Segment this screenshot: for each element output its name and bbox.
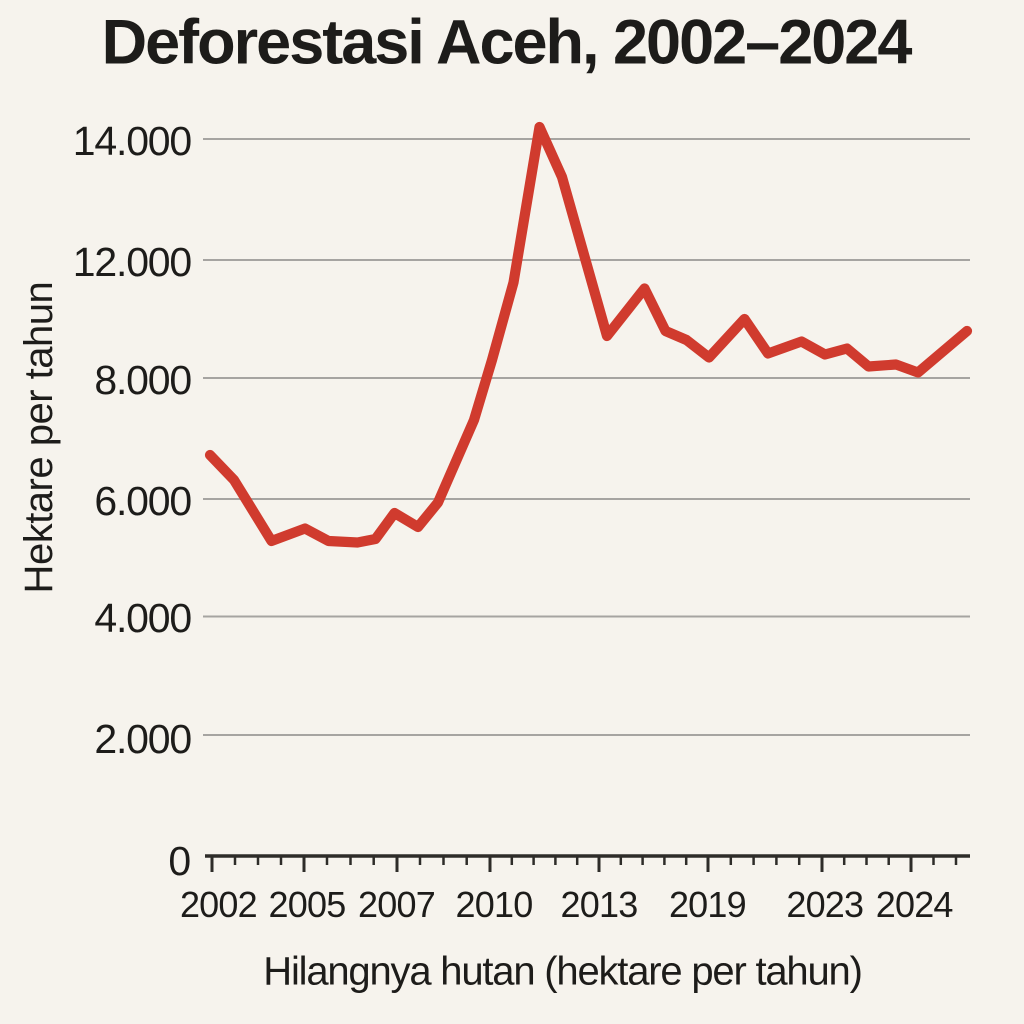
svg-text:12.000: 12.000 [73, 239, 192, 285]
svg-text:4.000: 4.000 [94, 595, 191, 641]
svg-text:2023: 2023 [786, 884, 863, 925]
svg-text:6.000: 6.000 [94, 478, 191, 524]
svg-text:14.000: 14.000 [73, 118, 192, 164]
svg-text:8.000: 8.000 [94, 357, 191, 403]
svg-text:0: 0 [168, 838, 190, 884]
svg-text:2024: 2024 [876, 884, 953, 925]
svg-text:2019: 2019 [669, 884, 746, 925]
svg-text:Hektare per tahun: Hektare per tahun [17, 282, 61, 594]
svg-text:2007: 2007 [358, 884, 435, 925]
svg-text:2010: 2010 [456, 884, 533, 925]
svg-text:Hilangnya hutan (hektare per t: Hilangnya hutan (hektare per tahun) [263, 950, 861, 994]
svg-text:2005: 2005 [269, 884, 346, 925]
svg-text:2.000: 2.000 [94, 716, 191, 762]
svg-text:2013: 2013 [561, 884, 638, 925]
svg-text:Deforestasi Aceh, 2002–2024: Deforestasi Aceh, 2002–2024 [102, 8, 913, 78]
svg-text:2002: 2002 [180, 884, 257, 925]
